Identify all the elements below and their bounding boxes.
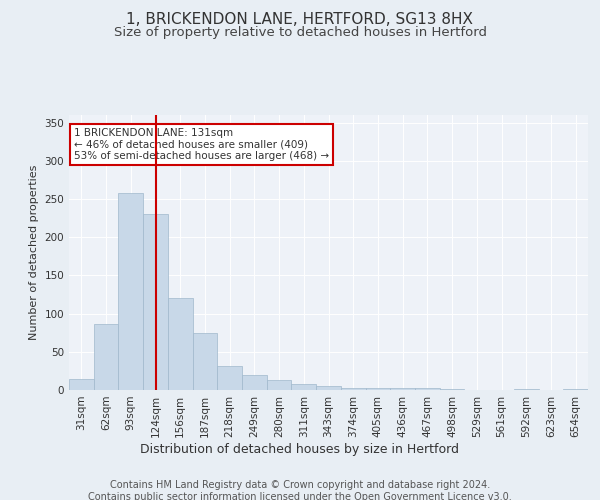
Text: Distribution of detached houses by size in Hertford: Distribution of detached houses by size … bbox=[140, 442, 460, 456]
Bar bbox=[69, 378, 94, 390]
Bar bbox=[242, 374, 267, 390]
Bar bbox=[365, 388, 390, 390]
Bar bbox=[118, 193, 143, 390]
Bar bbox=[94, 324, 118, 390]
Bar bbox=[563, 389, 588, 390]
Bar bbox=[168, 298, 193, 390]
Bar bbox=[341, 388, 365, 390]
Bar bbox=[316, 386, 341, 390]
Bar bbox=[390, 388, 415, 390]
Bar bbox=[514, 389, 539, 390]
Bar bbox=[440, 389, 464, 390]
Bar bbox=[143, 214, 168, 390]
Bar bbox=[415, 388, 440, 390]
Bar bbox=[292, 384, 316, 390]
Y-axis label: Number of detached properties: Number of detached properties bbox=[29, 165, 39, 340]
Bar bbox=[267, 380, 292, 390]
Bar bbox=[193, 332, 217, 390]
Text: Contains HM Land Registry data © Crown copyright and database right 2024.
Contai: Contains HM Land Registry data © Crown c… bbox=[88, 480, 512, 500]
Bar bbox=[217, 366, 242, 390]
Text: Size of property relative to detached houses in Hertford: Size of property relative to detached ho… bbox=[113, 26, 487, 39]
Text: 1 BRICKENDON LANE: 131sqm
← 46% of detached houses are smaller (409)
53% of semi: 1 BRICKENDON LANE: 131sqm ← 46% of detac… bbox=[74, 128, 329, 161]
Text: 1, BRICKENDON LANE, HERTFORD, SG13 8HX: 1, BRICKENDON LANE, HERTFORD, SG13 8HX bbox=[127, 12, 473, 28]
